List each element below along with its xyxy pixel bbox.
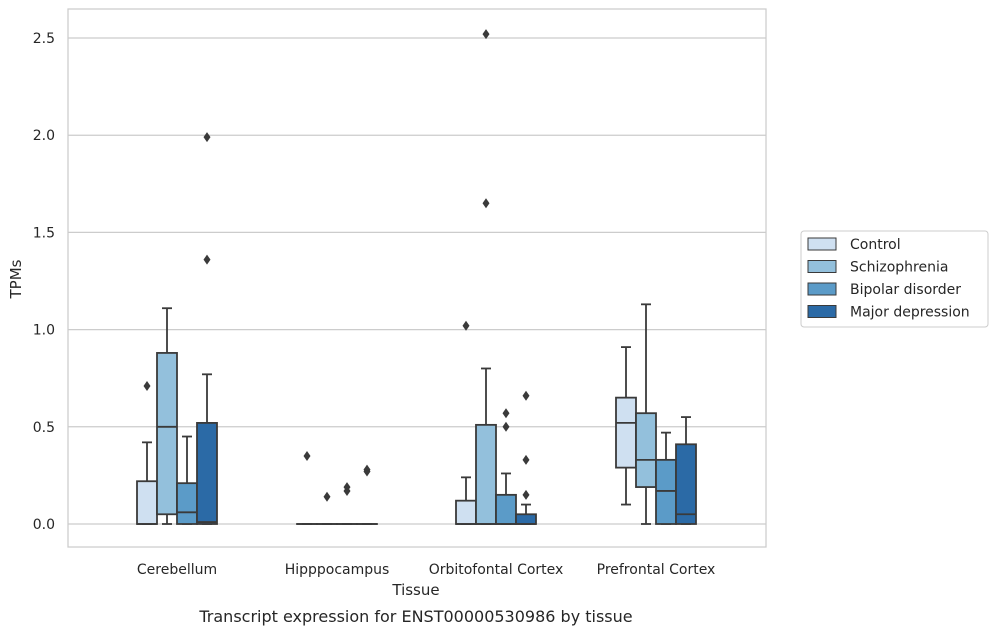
legend-swatch [808,283,836,295]
y-tick-label: 0.0 [33,517,55,533]
x-axis-label: Tissue [391,581,439,599]
box-mark [636,304,656,524]
outlier-point [204,132,211,142]
x-tick-label: Hipppocampus [285,562,390,578]
box-mark [197,132,217,524]
box-mark [297,451,317,524]
box-mark [137,381,157,524]
legend: Control Schizophrenia Bipolar disorder Majo… [801,231,988,327]
x-axis-ticks: Cerebellum Hipppocampus Orbitofontal Corte… [137,562,715,578]
legend-swatch [808,238,836,250]
series-schizophrenia [157,29,656,524]
outlier-point [144,381,151,391]
box-body [496,495,516,524]
y-tick-label: 0.5 [33,420,55,436]
outlier-point [483,198,490,208]
chart-caption: Transcript expression for ENST0000053098… [198,607,632,626]
box-body [137,481,157,524]
box-mark [616,347,636,504]
outlier-point [523,490,530,500]
box-mark [516,391,536,524]
box-body [476,425,496,524]
box-mark [476,29,496,524]
box-mark [496,408,516,524]
x-tick-label: Cerebellum [137,562,217,578]
y-axis-ticks: 0.0 0.5 1.0 1.5 2.0 2.5 [33,31,55,533]
outlier-point [523,455,530,465]
legend-swatch [808,306,836,318]
box-body [157,353,177,514]
box-body [656,460,676,524]
box-mark [676,417,696,524]
y-tick-label: 1.5 [33,225,55,241]
outlier-point [523,391,530,401]
box-body [636,413,656,487]
legend-swatch [808,261,836,273]
box-mark [656,433,676,524]
box-body [197,423,217,524]
y-tick-label: 1.0 [33,323,55,339]
box-body [616,398,636,468]
box-mark [317,492,337,524]
legend-label: Bipolar disorder [850,282,961,298]
box-body [676,444,696,524]
box-body [177,483,197,524]
outlier-point [503,422,510,432]
outlier-point [324,492,331,502]
y-tick-label: 2.0 [33,128,55,144]
outlier-point [364,465,371,475]
y-axis-label: TPMs [7,259,25,299]
box-mark [177,437,197,524]
box-mark [157,308,177,524]
legend-label: Control [850,237,901,253]
series-bipolar-disorder [177,408,676,524]
x-tick-label: Orbitofontal Cortex [429,562,564,578]
box-body [456,501,476,524]
outlier-point [304,451,311,461]
box-mark [337,482,357,524]
legend-label: Schizophrenia [850,260,948,276]
box-mark [456,321,476,524]
box-mark [357,465,377,524]
box-series [137,29,696,524]
x-tick-label: Prefrontal Cortex [597,562,716,578]
legend-label: Major depression [850,305,970,321]
y-tick-label: 2.5 [33,31,55,47]
outlier-point [503,408,510,418]
outlier-point [204,255,211,265]
box-body [516,514,536,524]
